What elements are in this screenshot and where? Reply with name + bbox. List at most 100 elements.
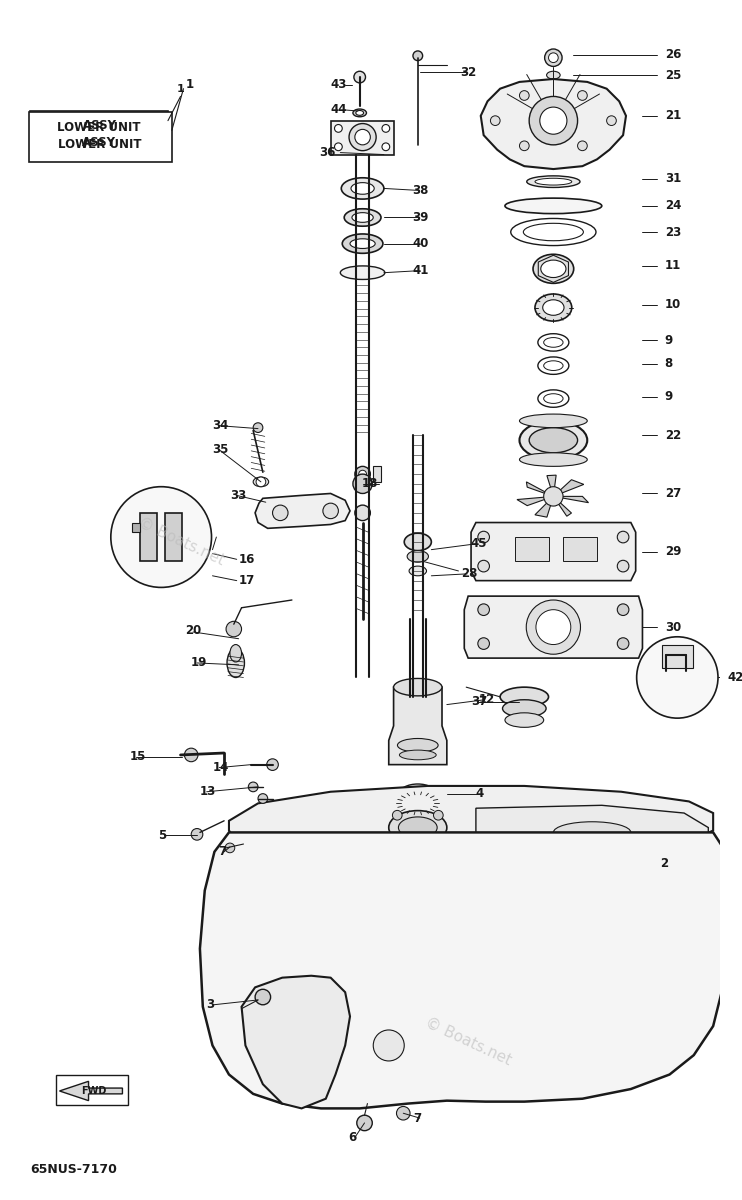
Circle shape [617,637,629,649]
Ellipse shape [547,71,560,79]
Circle shape [355,467,370,482]
Text: 31: 31 [665,173,681,185]
Bar [56,1075,128,1104]
Circle shape [349,124,376,151]
Text: 32: 32 [460,66,476,79]
Ellipse shape [544,394,563,403]
Text: 22: 22 [665,428,681,442]
Circle shape [382,125,390,132]
Ellipse shape [544,361,563,371]
Circle shape [433,835,443,845]
Text: 12: 12 [479,694,495,707]
Ellipse shape [230,644,242,662]
Text: 43: 43 [331,78,347,91]
Text: 21: 21 [665,109,681,122]
Circle shape [253,422,263,432]
Text: 1: 1 [186,78,194,91]
Circle shape [249,782,258,792]
Circle shape [478,604,490,616]
Ellipse shape [341,266,385,280]
Ellipse shape [398,817,437,839]
Polygon shape [242,976,350,1109]
Text: 16: 16 [239,553,255,566]
Ellipse shape [500,688,548,707]
Polygon shape [59,1081,122,1100]
Circle shape [353,474,372,493]
Circle shape [413,50,423,61]
Ellipse shape [535,179,572,185]
Text: 38: 38 [412,184,428,197]
Circle shape [323,503,338,518]
Ellipse shape [554,822,631,844]
Circle shape [433,810,443,820]
Text: LOWER UNIT: LOWER UNIT [59,138,142,151]
Text: 1: 1 [177,84,185,94]
Text: © Boats.net: © Boats.net [136,515,226,569]
Polygon shape [229,786,713,857]
Ellipse shape [398,738,438,752]
Circle shape [357,1115,372,1130]
Text: 5: 5 [158,829,166,842]
Bar [140,512,157,562]
Circle shape [548,53,558,62]
Polygon shape [476,805,709,862]
Ellipse shape [519,414,587,427]
Ellipse shape [399,784,436,803]
Bar [28,112,172,162]
Ellipse shape [502,700,546,718]
Ellipse shape [253,478,269,487]
Circle shape [519,91,529,101]
Text: 41: 41 [412,264,428,277]
Polygon shape [517,497,554,505]
Circle shape [258,793,268,803]
Ellipse shape [542,300,564,316]
Text: 9: 9 [665,390,673,403]
Text: 18: 18 [361,478,378,491]
Ellipse shape [352,212,373,222]
Polygon shape [535,497,554,517]
Text: 23: 23 [665,226,681,239]
Text: 13: 13 [200,785,216,798]
Ellipse shape [527,176,580,187]
Ellipse shape [351,182,374,194]
Text: 44: 44 [331,103,347,116]
Circle shape [382,143,390,151]
Text: 7: 7 [413,1111,421,1124]
Polygon shape [554,480,584,497]
Text: 10: 10 [665,298,681,311]
Polygon shape [471,522,636,581]
Polygon shape [373,467,381,482]
Ellipse shape [535,294,572,322]
Polygon shape [547,475,556,497]
Circle shape [111,487,211,588]
Text: 14: 14 [212,761,229,774]
Text: 15: 15 [129,750,145,763]
Text: 26: 26 [665,48,681,61]
Ellipse shape [519,421,587,460]
Text: ASSY: ASSY [83,119,117,132]
Text: 39: 39 [412,211,428,224]
Circle shape [185,748,198,762]
Ellipse shape [399,750,436,760]
Text: 36: 36 [319,146,335,160]
Text: 33: 33 [230,488,246,502]
Text: 29: 29 [665,545,681,558]
Text: 34: 34 [212,419,229,432]
Ellipse shape [344,209,381,227]
Circle shape [544,487,563,506]
Ellipse shape [409,566,427,576]
Text: 19: 19 [190,656,206,670]
Ellipse shape [529,427,577,452]
Circle shape [577,140,587,151]
Circle shape [545,49,562,66]
Circle shape [393,835,402,845]
Text: LOWER UNIT
ASSY: LOWER UNIT ASSY [57,121,141,149]
Circle shape [225,844,234,853]
Text: 24: 24 [665,199,681,212]
Polygon shape [331,121,393,155]
Ellipse shape [356,110,364,115]
Circle shape [536,610,571,644]
Circle shape [335,143,342,151]
Ellipse shape [389,811,447,845]
Text: 27: 27 [665,487,681,500]
